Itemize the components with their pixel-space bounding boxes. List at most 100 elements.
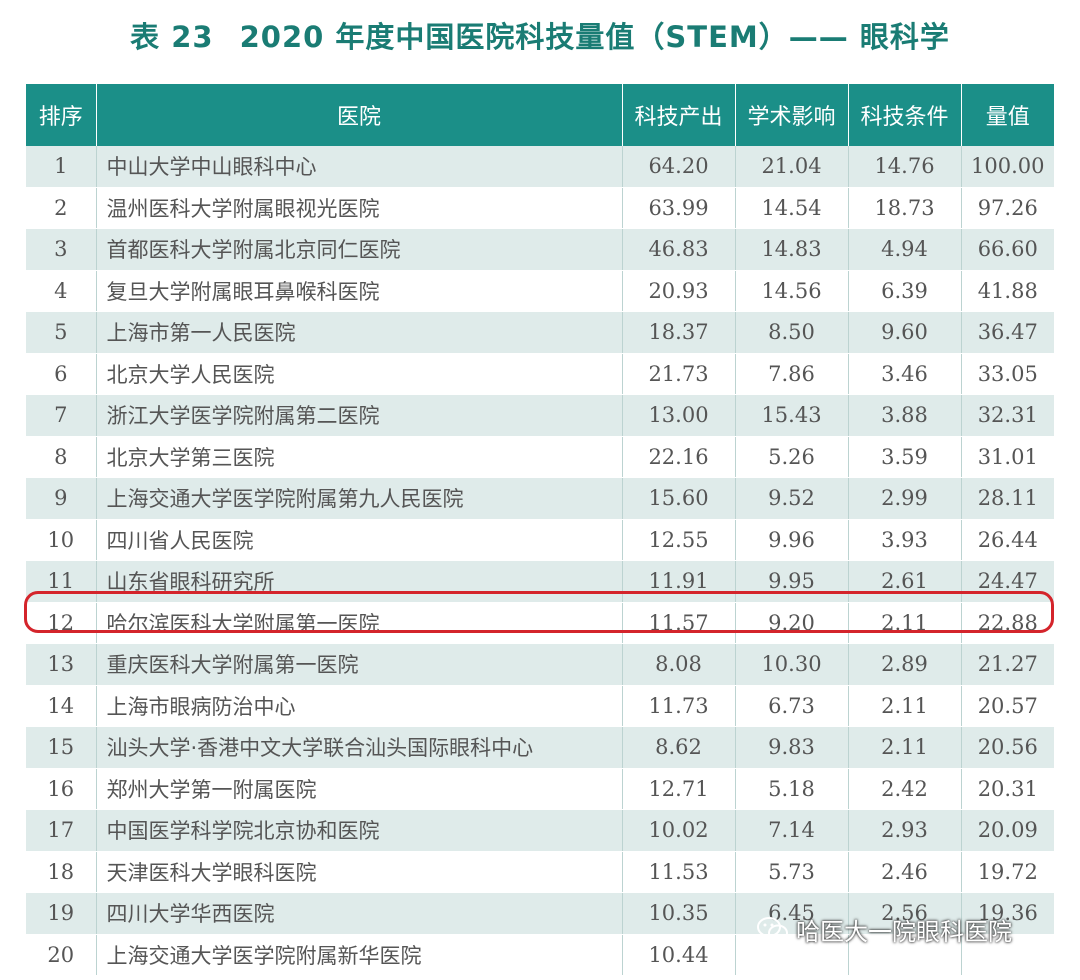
rank-cell: 19 xyxy=(26,892,97,935)
conditions-cell: 2.11 xyxy=(848,685,962,727)
rank-cell: 20 xyxy=(26,934,97,976)
output-cell: 11.91 xyxy=(622,560,736,603)
table-row: 7 浙江大学医学院附属第二医院 13.00 15.43 3.88 32.31 xyxy=(26,394,1054,437)
rank-cell: 15 xyxy=(26,726,97,769)
hospital-cell: 浙江大学医学院附属第二医院 xyxy=(96,394,623,437)
conditions-cell: 2.61 xyxy=(848,560,962,603)
header-rank: 排序 xyxy=(26,84,97,146)
conditions-cell: 2.99 xyxy=(848,477,962,520)
impact-cell: 5.18 xyxy=(735,768,849,810)
hospital-cell: 复旦大学附属眼耳鼻喉科医院 xyxy=(96,270,623,312)
table-row: 12 哈尔滨医科大学附属第一医院 11.57 9.20 2.11 22.88 xyxy=(26,602,1054,644)
output-cell: 46.83 xyxy=(622,228,736,271)
impact-cell: 9.95 xyxy=(735,560,849,603)
impact-cell: 14.56 xyxy=(735,270,849,312)
score-cell: 28.11 xyxy=(961,477,1054,520)
score-cell: 31.01 xyxy=(961,436,1054,478)
impact-cell: 5.73 xyxy=(735,851,849,893)
conditions-cell: 2.56 xyxy=(848,892,962,935)
output-cell: 8.62 xyxy=(622,726,736,769)
table-row: 17 中国医学科学院北京协和医院 10.02 7.14 2.93 20.09 xyxy=(26,809,1054,852)
score-cell: 97.26 xyxy=(961,187,1054,229)
score-cell: 19.72 xyxy=(961,851,1054,893)
table-row: 8 北京大学第三医院 22.16 5.26 3.59 31.01 xyxy=(26,436,1054,478)
score-cell: 20.09 xyxy=(961,809,1054,852)
table-row: 1 中山大学中山眼科中心 64.20 21.04 14.76 100.00 xyxy=(26,146,1054,188)
hospital-cell: 中国医学科学院北京协和医院 xyxy=(96,809,623,852)
table-row: 9 上海交通大学医学院附属第九人民医院 15.60 9.52 2.99 28.11 xyxy=(26,477,1054,520)
impact-cell: 7.14 xyxy=(735,809,849,852)
score-cell: 20.31 xyxy=(961,768,1054,810)
hospital-cell: 上海交通大学医学院附属新华医院 xyxy=(96,934,623,976)
rank-cell: 16 xyxy=(26,768,97,810)
score-cell: 36.47 xyxy=(961,311,1054,354)
output-cell: 12.71 xyxy=(622,768,736,810)
conditions-cell: 3.59 xyxy=(848,436,962,478)
impact-cell: 8.50 xyxy=(735,311,849,354)
impact-cell: 14.54 xyxy=(735,187,849,229)
hospital-cell: 天津医科大学眼科医院 xyxy=(96,851,623,893)
impact-cell: 6.45 xyxy=(735,892,849,935)
rank-cell: 7 xyxy=(26,394,97,437)
impact-cell: 7.86 xyxy=(735,353,849,395)
score-cell: 24.47 xyxy=(961,560,1054,603)
output-cell: 21.73 xyxy=(622,353,736,395)
table-number: 表 23 xyxy=(130,20,214,54)
conditions-cell: 3.88 xyxy=(848,394,962,437)
output-cell: 20.93 xyxy=(622,270,736,312)
hospital-cell: 四川大学华西医院 xyxy=(96,892,623,935)
output-cell: 11.53 xyxy=(622,851,736,893)
output-cell: 10.02 xyxy=(622,809,736,852)
hospital-cell: 中山大学中山眼科中心 xyxy=(96,146,623,188)
header-impact: 学术影响 xyxy=(735,84,849,146)
rank-cell: 17 xyxy=(26,809,97,852)
rank-cell: 9 xyxy=(26,477,97,520)
conditions-cell: 2.42 xyxy=(848,768,962,810)
hospital-cell: 北京大学第三医院 xyxy=(96,436,623,478)
rank-cell: 4 xyxy=(26,270,97,312)
impact-cell: 9.20 xyxy=(735,602,849,644)
rank-cell: 13 xyxy=(26,643,97,686)
score-cell xyxy=(961,934,1054,976)
output-cell: 10.35 xyxy=(622,892,736,935)
output-cell: 22.16 xyxy=(622,436,736,478)
rank-cell: 14 xyxy=(26,685,97,727)
output-cell: 11.73 xyxy=(622,685,736,727)
conditions-cell: 18.73 xyxy=(848,187,962,229)
output-cell: 64.20 xyxy=(622,146,736,188)
hospital-cell: 汕头大学·香港中文大学联合汕头国际眼科中心 xyxy=(96,726,623,769)
table-row: 2 温州医科大学附属眼视光医院 63.99 14.54 18.73 97.26 xyxy=(26,187,1054,229)
impact-cell xyxy=(735,934,849,976)
rank-cell: 1 xyxy=(26,146,97,188)
hospital-cell: 上海市眼病防治中心 xyxy=(96,685,623,727)
conditions-cell: 9.60 xyxy=(848,311,962,354)
impact-cell: 9.83 xyxy=(735,726,849,769)
score-cell: 22.88 xyxy=(961,602,1054,644)
table-row: 18 天津医科大学眼科医院 11.53 5.73 2.46 19.72 xyxy=(26,851,1054,893)
header-output: 科技产出 xyxy=(622,84,736,146)
table-row: 3 首都医科大学附属北京同仁医院 46.83 14.83 4.94 66.60 xyxy=(26,228,1054,271)
table-row: 13 重庆医科大学附属第一医院 8.08 10.30 2.89 21.27 xyxy=(26,643,1054,686)
output-cell: 12.55 xyxy=(622,519,736,561)
impact-cell: 9.52 xyxy=(735,477,849,520)
conditions-cell: 2.89 xyxy=(848,643,962,686)
hospital-cell: 哈尔滨医科大学附属第一医院 xyxy=(96,602,623,644)
score-cell: 33.05 xyxy=(961,353,1054,395)
rank-cell: 3 xyxy=(26,228,97,271)
conditions-cell: 2.11 xyxy=(848,726,962,769)
impact-cell: 14.83 xyxy=(735,228,849,271)
header-hospital: 医院 xyxy=(96,84,623,146)
conditions-cell: 3.93 xyxy=(848,519,962,561)
rank-cell: 12 xyxy=(26,602,97,644)
rank-cell: 11 xyxy=(26,560,97,603)
table-row: 15 汕头大学·香港中文大学联合汕头国际眼科中心 8.62 9.83 2.11 20.56 xyxy=(26,726,1054,769)
impact-cell: 15.43 xyxy=(735,394,849,437)
output-cell: 10.44 xyxy=(622,934,736,976)
score-cell: 19.36 xyxy=(961,892,1054,935)
output-cell: 18.37 xyxy=(622,311,736,354)
table-row: 10 四川省人民医院 12.55 9.96 3.93 26.44 xyxy=(26,519,1054,561)
hospital-cell: 山东省眼科研究所 xyxy=(96,560,623,603)
conditions-cell: 4.94 xyxy=(848,228,962,271)
conditions-cell: 2.93 xyxy=(848,809,962,852)
rank-cell: 8 xyxy=(26,436,97,478)
